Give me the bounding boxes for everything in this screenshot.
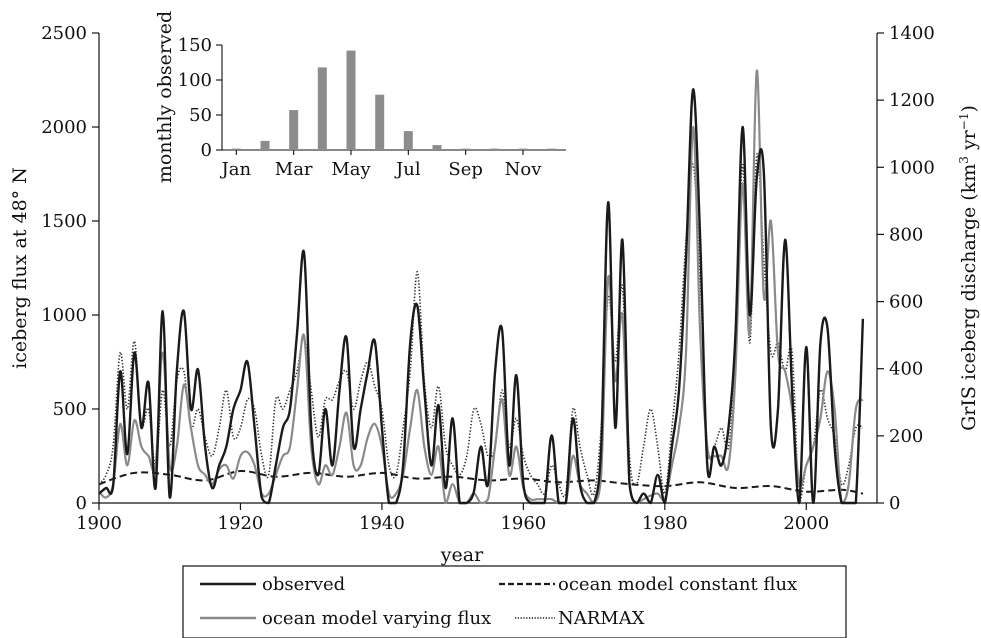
inset-x-tick-label: Jul (394, 159, 421, 180)
y2-title-sup-1: 3 (957, 156, 971, 164)
inset-bar-dec (547, 148, 557, 150)
y2-tick-label: 600 (889, 292, 923, 313)
inset-bar-nov (518, 148, 528, 150)
y-axis-title: iceberg flux at 48° N (9, 167, 31, 369)
inset-x-tick-label: Jan (220, 159, 252, 180)
y2-title-end: ) (958, 105, 980, 112)
inset-bar-jul (403, 131, 413, 150)
main-series-group (98, 69, 865, 505)
y2-tick-label: 1400 (889, 23, 935, 44)
inset-bar-mar (289, 110, 299, 150)
x-tick-label: 1960 (500, 513, 546, 534)
inset-x-tick-label: Mar (275, 159, 313, 180)
y2-tick-label: 1000 (889, 157, 935, 178)
y2-tick-label: 200 (889, 426, 923, 447)
inset-y-tick-label: 0 (201, 140, 212, 161)
x-tick-label: 2000 (783, 513, 829, 534)
x-axis-title: year (440, 544, 484, 566)
x-tick-label: 1900 (76, 513, 122, 534)
inset-bar-jun (375, 94, 385, 150)
y-tick-label: 1500 (41, 211, 87, 232)
inset-bar-feb (260, 140, 270, 150)
inset-ticks-group: 0 50 100 150 Jan Mar May Jul Sep Nov (178, 35, 543, 180)
main-plot: 1900 1920 1940 1960 1980 20000500100015002000… (41, 23, 935, 534)
inset-bar-aug (432, 145, 442, 150)
legend-label-narmax: NARMAX (558, 608, 645, 629)
inset-bar-jan (231, 148, 241, 150)
y2-axis-title: GrIS iceberg discharge (km3 yr−1) (957, 105, 980, 431)
y2-title-mid: yr (958, 129, 980, 156)
inset-bar-apr (317, 67, 327, 150)
y2-title-main: GrIS iceberg discharge (km (958, 164, 980, 431)
inset-y-tick-label: 150 (178, 35, 212, 56)
inset-bar-may (346, 50, 356, 150)
inset-y-tick-label: 50 (189, 105, 212, 126)
x-tick-label: 1980 (642, 513, 688, 534)
x-tick-label: 1940 (359, 513, 405, 534)
y2-tick-label: 1200 (889, 90, 935, 111)
inset-x-tick-label: May (331, 159, 371, 180)
inset-bar-sep (461, 148, 471, 150)
series-line-narmax (98, 152, 864, 504)
y2-tick-label: 400 (889, 359, 923, 380)
y2-tick-label: 800 (889, 224, 923, 245)
legend-label-observed: observed (262, 574, 345, 595)
main-ticks-group: 1900 1920 1940 1960 1980 20000500100015002000… (41, 23, 935, 534)
y2-title-sup-2: −1 (957, 113, 971, 131)
inset-chart: 0 50 100 150 Jan Mar May Jul Sep Nov (178, 35, 566, 180)
inset-bar-oct (489, 148, 499, 150)
legend-label-varying-flux: ocean model varying flux (262, 608, 491, 629)
legend-box (182, 565, 847, 638)
legend-label-constant-flux: ocean model constant flux (558, 574, 797, 595)
series-line-observed (98, 88, 865, 505)
y-tick-label: 1000 (41, 305, 87, 326)
inset-y-tick-label: 100 (178, 70, 212, 91)
inset-x-tick-label: Sep (448, 159, 483, 180)
y-tick-label: 2500 (41, 23, 87, 44)
x-tick-label: 1920 (218, 513, 264, 534)
legend: observed ocean model constant flux ocean… (182, 565, 847, 638)
inset-y-axis-title: monthly observed (154, 11, 176, 183)
inset-bars-group (231, 50, 557, 150)
y-tick-label: 2000 (41, 117, 87, 138)
inset-x-tick-label: Nov (505, 159, 543, 180)
y-tick-label: 500 (53, 399, 87, 420)
y-tick-label: 0 (76, 493, 87, 514)
y2-tick-label: 0 (889, 493, 900, 514)
